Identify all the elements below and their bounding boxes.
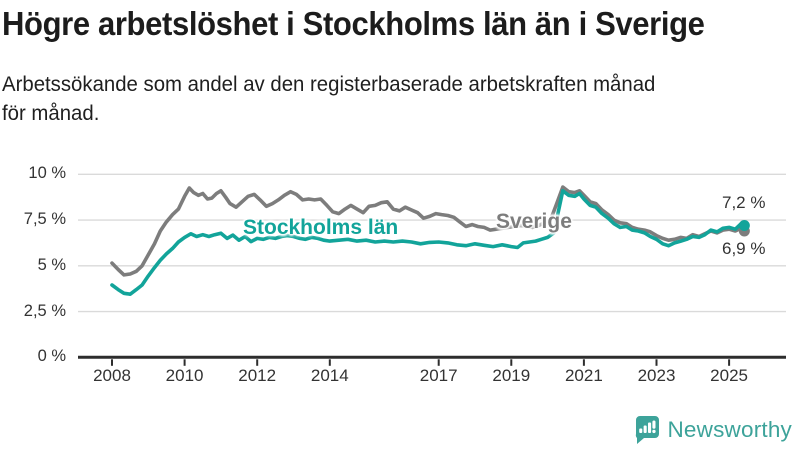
x-axis-label: 2019: [492, 366, 531, 385]
x-axis-label: 2014: [310, 366, 349, 385]
chart-subtitle: Arbetssökande som andel av den registerb…: [2, 70, 655, 128]
x-axis-label: 2017: [419, 366, 458, 385]
series-label-stockholm: Stockholms län: [243, 216, 399, 239]
end-value-label-stockholm: 7,2 %: [722, 193, 766, 212]
x-axis-label: 2008: [93, 366, 131, 385]
y-axis-label: 5 %: [37, 255, 66, 274]
page-title: Högre arbetslöshet i Stockholms län än i…: [2, 5, 705, 42]
newsworthy-logo-icon: [636, 416, 660, 444]
subtitle-line-1: Arbetssökande som andel av den registerb…: [2, 73, 656, 96]
end-dot-stockholm: [738, 220, 750, 232]
x-axis-label: 2010: [165, 366, 204, 385]
line-stockholm: [110, 189, 747, 297]
x-axis-label: 2012: [238, 366, 277, 385]
newsworthy-brand: Newsworthy: [634, 415, 792, 444]
y-axis-label: 10 %: [28, 164, 66, 183]
x-axis-label: 2025: [710, 366, 748, 385]
y-axis-label: 2,5 %: [23, 301, 66, 320]
y-axis-label: 0 %: [37, 347, 66, 366]
subtitle-line-2: för månad.: [2, 102, 100, 125]
line-sverige: [110, 185, 747, 277]
newsworthy-brand-name: Newsworthy: [667, 416, 792, 442]
series-label-sverige: Sverige: [496, 210, 572, 233]
x-axis-label: 2021: [564, 366, 603, 385]
end-value-label-sverige: 6,9 %: [722, 239, 766, 258]
y-axis-label: 7,5 %: [23, 210, 66, 229]
x-axis-label: 2023: [637, 366, 676, 385]
